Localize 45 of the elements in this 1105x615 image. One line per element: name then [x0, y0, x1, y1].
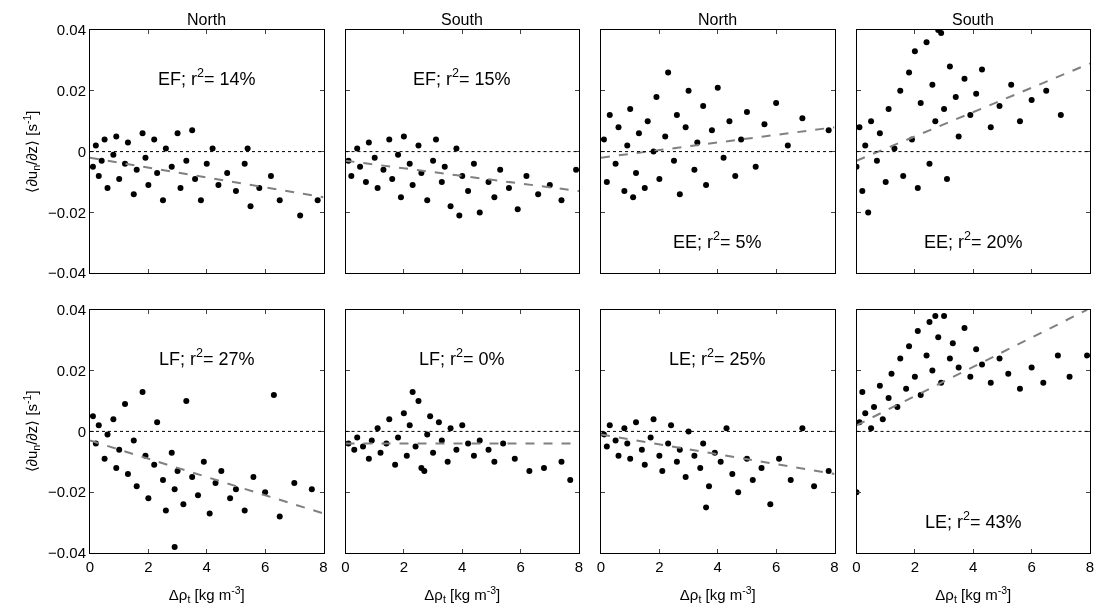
y-tick-label: −0.02 — [48, 203, 86, 221]
x-tick-label: 0 — [341, 558, 350, 575]
annotation: LF; r$^{2}$= 27% — [159, 346, 255, 369]
x-axis-title: Δρ$_{t}$ [kg m$^{-3}$] — [424, 583, 501, 606]
x-tick-label: 8 — [830, 558, 839, 575]
y-tick-label: 0 — [77, 422, 86, 440]
x-tick-label: 2 — [655, 558, 664, 575]
annotation: EE; r$^{2}$= 5% — [673, 229, 762, 252]
x-axis-title: Δρ$_{t}$ [kg m$^{-3}$] — [168, 583, 245, 606]
x-tick-label: 8 — [319, 558, 328, 575]
y-tick-label: 0.02 — [56, 82, 86, 100]
x-axis-title: Δρ$_{t}$ [kg m$^{-3}$] — [935, 583, 1012, 606]
y-tick-label: −0.04 — [48, 544, 86, 562]
chart-title: North — [187, 11, 227, 28]
x-axis-title: Δρ$_{t}$ [kg m$^{-3}$] — [679, 583, 756, 606]
chart-title: North — [698, 11, 738, 28]
y-tick-label: −0.04 — [48, 264, 86, 282]
y-tick-label: −0.02 — [48, 483, 86, 501]
annotation: EF; r$^{2}$= 14% — [158, 66, 256, 89]
x-tick-label: 8 — [574, 558, 584, 575]
chart-title: South — [952, 11, 994, 28]
y-tick-label: 0.04 — [56, 21, 86, 39]
x-tick-label: 4 — [969, 558, 978, 575]
x-tick-label: 2 — [910, 558, 920, 575]
annotation: EE; r$^{2}$= 20% — [924, 229, 1023, 252]
x-tick-label: 8 — [1085, 558, 1095, 575]
annotation: LF; r$^{2}$= 0% — [419, 346, 505, 369]
x-tick-label: 2 — [399, 558, 409, 575]
x-tick-label: 6 — [516, 558, 525, 575]
annotation: EF; r$^{2}$= 15% — [413, 66, 511, 89]
x-tick-label: 6 — [1027, 558, 1036, 575]
annotation: LE; r$^{2}$= 25% — [669, 346, 766, 369]
x-tick-label: 2 — [144, 558, 153, 575]
chart-title: South — [441, 11, 483, 28]
x-tick-label: 4 — [458, 558, 467, 575]
x-tick-label: 0 — [596, 558, 606, 575]
x-tick-label: 6 — [771, 558, 781, 575]
y-tick-label: 0.04 — [56, 301, 86, 319]
annotation: LE; r$^{2}$= 43% — [925, 509, 1022, 532]
y-tick-label: 0.02 — [56, 361, 86, 379]
x-tick-label: 4 — [202, 558, 211, 575]
x-tick-label: 6 — [260, 558, 270, 575]
x-tick-label: 0 — [852, 558, 861, 575]
x-tick-label: 4 — [713, 558, 722, 575]
y-tick-label: 0 — [77, 142, 86, 160]
